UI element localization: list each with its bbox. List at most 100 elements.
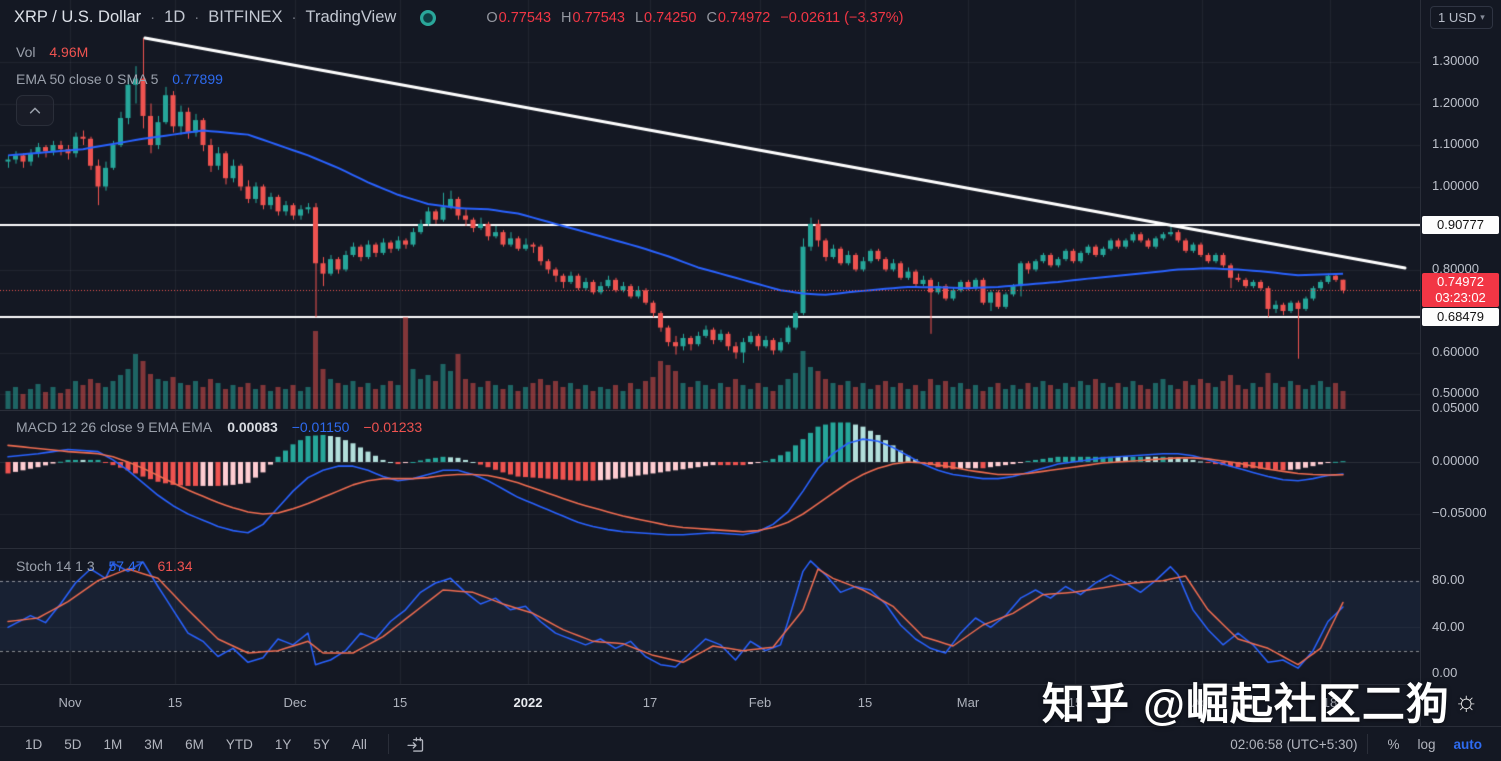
time-label: 15 (167, 695, 183, 710)
time-label: Mar (956, 695, 980, 710)
log-scale-button[interactable]: log (1417, 736, 1436, 752)
symbol-title[interactable]: XRP / U.S. Dollar (14, 8, 142, 26)
macd-legend[interactable]: MACD 12 26 close 9 EMA EMA 0.00083 −0.01… (16, 419, 422, 435)
close-value: 0.74972 (717, 9, 771, 26)
ema-value: 0.77899 (172, 71, 223, 87)
time-axis[interactable]: Nov 15 Dec 15 2022 17 Feb 15 Mar 15 Apr … (0, 685, 1420, 726)
sun-icon: ☼ (1453, 685, 1480, 716)
price-axis-label: 1.10000 (1432, 136, 1479, 151)
ema-label: EMA 50 close 0 SMA 5 (16, 71, 159, 87)
change-value: −0.02611 (−3.37%) (780, 9, 904, 26)
macd-label: MACD 12 26 close 9 EMA EMA (16, 419, 212, 435)
price-axis-label: 0.50000 (1432, 385, 1479, 400)
range-button-ytd[interactable]: YTD (225, 736, 253, 752)
time-label: 15 (1067, 695, 1083, 710)
macd-axis-label: −0.05000 (1432, 505, 1487, 520)
range-button-3m[interactable]: 3M (144, 736, 164, 752)
price-axis-label: 1.20000 (1432, 95, 1479, 110)
range-button-5y[interactable]: 5Y (313, 736, 330, 752)
time-label: 18 (1322, 695, 1338, 710)
toolbar-divider (1367, 734, 1369, 754)
time-axis-border (0, 684, 1501, 685)
stoch-k-value: 57.47 (108, 558, 144, 574)
toolbar-right-group: 02:06:58 (UTC+5:30) % log auto (1230, 733, 1491, 756)
currency-selector-button[interactable]: 1 USD ▾ (1430, 6, 1493, 29)
range-button-5d[interactable]: 5D (64, 736, 82, 752)
price-axis-label: 1.30000 (1432, 53, 1479, 68)
range-button-6m[interactable]: 6M (185, 736, 204, 752)
time-label: Nov (58, 695, 82, 710)
auto-scale-button[interactable]: auto (1453, 736, 1483, 752)
ema-legend[interactable]: EMA 50 close 0 SMA 5 0.77899 (16, 71, 223, 87)
panel-divider-macd-stoch[interactable] (0, 548, 1420, 549)
range-selector: 1D 5D 1M 3M 6M YTD 1Y 5Y All (14, 733, 426, 756)
volume-label: Vol (16, 44, 36, 60)
stoch-legend[interactable]: Stoch 14 1 3 57.47 61.34 (16, 558, 193, 574)
currency-label: 1 USD (1438, 10, 1477, 25)
range-button-1y[interactable]: 1Y (274, 736, 292, 752)
separator-dot: · (150, 9, 156, 26)
percent-scale-button[interactable]: % (1387, 736, 1400, 752)
open-label: O (486, 9, 498, 26)
time-label-year: 2022 (513, 695, 543, 710)
time-label: Dec (283, 695, 307, 710)
ohlc-readout: O 0.77543 H 0.77543 L 0.74250 C 0.74972 −0.0… (476, 10, 903, 26)
stoch-label: Stoch 14 1 3 (16, 558, 95, 574)
panel-divider-price-macd[interactable] (0, 410, 1420, 411)
time-label: Feb (748, 695, 772, 710)
stoch-axis-label: 40.00 (1432, 619, 1465, 634)
range-button-1m[interactable]: 1M (103, 736, 123, 752)
last-price-value: 0.74972 (1437, 274, 1484, 289)
time-label: Apr (1191, 695, 1213, 710)
macd-hist-value: 0.00083 (227, 419, 278, 435)
symbol-logo-icon (420, 9, 437, 26)
separator-dot: · (194, 9, 200, 26)
zhihu-watermark: 知乎 @崛起社区二狗 ☼ (1042, 670, 1480, 732)
exchange-label: BITFINEX (208, 8, 283, 26)
chart-canvas[interactable] (0, 0, 1420, 685)
low-label: L (634, 9, 644, 26)
chevron-down-icon: ▾ (1480, 12, 1485, 22)
low-value: 0.74250 (644, 9, 697, 26)
macd-axis-label: 0.00000 (1432, 453, 1479, 468)
price-axis-label: 0.80000 (1432, 261, 1479, 276)
macd-axis-label: 0.05000 (1432, 400, 1479, 415)
bar-countdown: 03:23:02 (1435, 290, 1486, 305)
go-to-date-button[interactable] (405, 734, 426, 755)
chevron-up-icon (29, 107, 41, 114)
separator-dot: · (291, 9, 297, 26)
time-label: 17 (642, 695, 658, 710)
open-value: 0.77543 (498, 9, 552, 26)
macd-signal-value: −0.01233 (363, 419, 423, 435)
toolbar-border (0, 726, 1501, 727)
price-axis-label: 1.00000 (1432, 178, 1479, 193)
main-legend[interactable]: XRP / U.S. Dollar · 1D · BITFINEX · Trad… (14, 8, 903, 27)
volume-value: 4.96M (49, 44, 89, 60)
high-value: 0.77543 (572, 9, 625, 26)
interval-label[interactable]: 1D (164, 8, 186, 26)
stoch-d-value: 61.34 (157, 558, 193, 574)
price-axis[interactable]: 1 USD ▾ 1.30000 1.20000 1.10000 1.00000 … (1421, 0, 1501, 726)
stoch-axis-label: 80.00 (1432, 572, 1465, 587)
price-axis-label: 0.60000 (1432, 344, 1479, 359)
time-label: 15 (392, 695, 408, 710)
range-button-1d[interactable]: 1D (25, 736, 43, 752)
time-label: 15 (857, 695, 873, 710)
watermark-text: 知乎 @崛起社区二狗 (1042, 681, 1450, 729)
level-price-badge-upper: 0.90777 (1422, 216, 1499, 234)
stoch-axis-label: 0.00 (1432, 665, 1458, 680)
range-button-all[interactable]: All (351, 736, 367, 752)
platform-label: TradingView (305, 8, 397, 26)
high-label: H (561, 9, 572, 26)
close-label: C (706, 9, 717, 26)
level-price-badge-lower: 0.68479 (1422, 308, 1499, 326)
bottom-toolbar: 1D 5D 1M 3M 6M YTD 1Y 5Y All 02:06:58 (U… (0, 727, 1501, 761)
macd-line-value: −0.01150 (291, 419, 350, 435)
volume-legend[interactable]: Vol 4.96M (16, 44, 88, 60)
collapse-legend-button[interactable] (16, 95, 54, 126)
price-axis-border (1420, 0, 1421, 726)
calendar-goto-icon (407, 736, 424, 752)
clock-timezone[interactable]: 02:06:58 (UTC+5:30) (1230, 736, 1358, 752)
toolbar-divider (387, 734, 389, 754)
